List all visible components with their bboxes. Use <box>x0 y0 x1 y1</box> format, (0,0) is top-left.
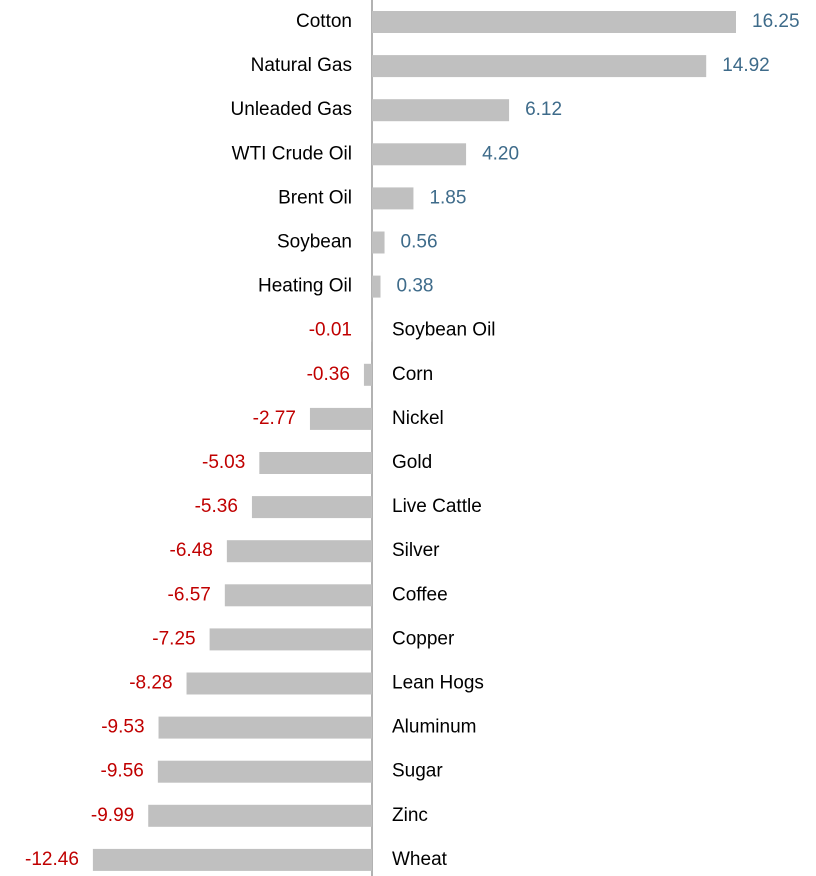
bar <box>309 407 372 430</box>
category-label: Coffee <box>392 584 448 605</box>
category-label: Unleaded Gas <box>231 99 352 120</box>
value-label: 16.25 <box>752 11 800 32</box>
category-label: Wheat <box>392 849 448 870</box>
category-label: WTI Crude Oil <box>232 143 352 164</box>
value-label: -9.99 <box>91 805 134 826</box>
bar <box>158 716 372 739</box>
bar <box>157 760 372 783</box>
value-label: 1.85 <box>429 187 466 208</box>
value-label: -6.57 <box>168 584 211 605</box>
category-label: Gold <box>392 452 432 473</box>
category-label: Aluminum <box>392 717 476 738</box>
value-label: 0.56 <box>401 232 438 253</box>
value-label: -12.46 <box>25 849 79 870</box>
category-label: Nickel <box>392 408 444 429</box>
bar <box>372 143 467 166</box>
category-label: Silver <box>392 540 440 561</box>
value-label: -5.03 <box>202 452 245 473</box>
bar <box>186 672 372 695</box>
category-label: Cotton <box>296 11 352 32</box>
category-label: Sugar <box>392 761 443 782</box>
bar <box>251 496 372 519</box>
category-label: Natural Gas <box>251 55 352 76</box>
bar <box>372 99 510 122</box>
value-label: -9.53 <box>101 717 144 738</box>
bar <box>372 55 707 78</box>
category-label: Lean Hogs <box>392 673 484 694</box>
category-label: Corn <box>392 364 433 385</box>
value-label: -0.01 <box>309 320 352 341</box>
category-label: Soybean <box>277 232 352 253</box>
value-label: -9.56 <box>101 761 144 782</box>
value-label: 14.92 <box>722 55 770 76</box>
value-label: 4.20 <box>482 143 519 164</box>
bar <box>148 804 372 827</box>
value-label: 0.38 <box>397 276 434 297</box>
value-label: -2.77 <box>253 408 296 429</box>
category-label: Brent Oil <box>278 187 352 208</box>
bar <box>209 628 372 651</box>
value-label: -5.36 <box>195 496 238 517</box>
category-label: Soybean Oil <box>392 320 496 341</box>
bar <box>372 187 414 210</box>
bar <box>226 540 372 563</box>
value-label: -6.48 <box>170 540 213 561</box>
value-label: -7.25 <box>152 628 195 649</box>
category-label: Zinc <box>392 805 428 826</box>
value-label: -8.28 <box>129 673 172 694</box>
bar <box>259 452 372 474</box>
bar <box>372 275 381 298</box>
bar <box>372 231 385 254</box>
category-label: Live Cattle <box>392 496 482 517</box>
category-label: Heating Oil <box>258 276 352 297</box>
value-label: 6.12 <box>525 99 562 120</box>
bar <box>92 848 373 871</box>
bar <box>224 584 372 607</box>
bar <box>372 11 736 33</box>
value-label: -0.36 <box>307 364 350 385</box>
category-label: Copper <box>392 628 455 649</box>
bar <box>363 363 372 386</box>
